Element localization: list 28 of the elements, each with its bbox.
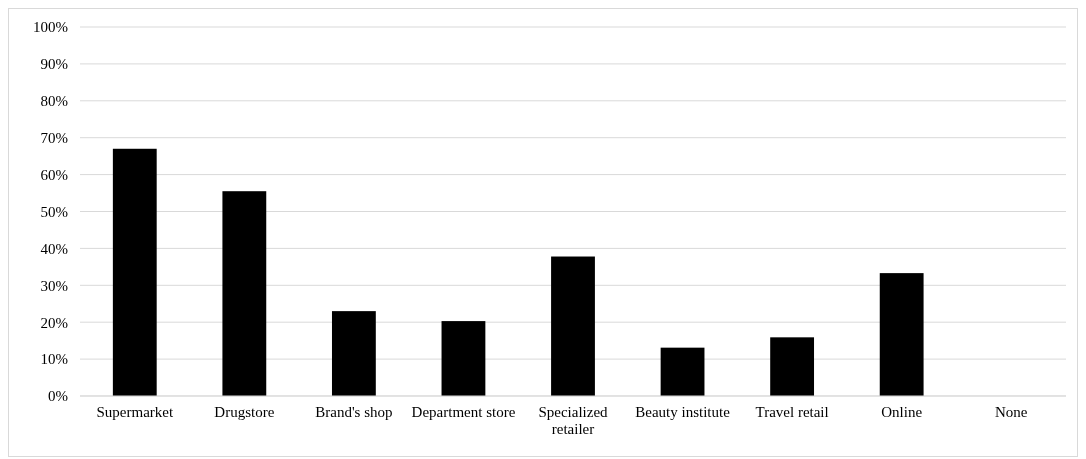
x-tick-label: Supermarket bbox=[96, 403, 174, 420]
x-tick-label: Travel retail bbox=[755, 403, 829, 420]
x-tick-label: Beauty institute bbox=[635, 403, 731, 420]
x-tick-label: Drugstore bbox=[214, 403, 275, 420]
y-tick-label: 0% bbox=[48, 388, 68, 405]
bar bbox=[879, 273, 924, 396]
y-tick-label: 10% bbox=[40, 351, 68, 368]
bar bbox=[551, 256, 595, 396]
y-tick-label: 40% bbox=[40, 240, 68, 257]
bar bbox=[770, 337, 815, 396]
y-tick-label: 70% bbox=[40, 130, 68, 146]
y-tick-label: 30% bbox=[40, 277, 68, 294]
x-tick-label: Specialized retailer bbox=[538, 403, 609, 437]
bar bbox=[112, 148, 157, 396]
y-tick-label: 60% bbox=[40, 166, 68, 183]
y-tick-label: 20% bbox=[40, 314, 68, 331]
y-tick-label: 90% bbox=[40, 56, 68, 73]
bar bbox=[331, 311, 376, 396]
bar bbox=[660, 347, 705, 396]
x-tick-label: None bbox=[994, 403, 1028, 420]
y-tick-label: 100% bbox=[33, 19, 68, 36]
y-tick-label: 50% bbox=[40, 203, 68, 220]
x-tick-label: Department store bbox=[411, 403, 516, 420]
bar bbox=[222, 191, 267, 396]
x-tick-label: Brand's shop bbox=[315, 403, 393, 420]
y-tick-label: 80% bbox=[40, 93, 68, 110]
x-tick-label: Online bbox=[881, 403, 923, 420]
bar bbox=[441, 321, 486, 396]
